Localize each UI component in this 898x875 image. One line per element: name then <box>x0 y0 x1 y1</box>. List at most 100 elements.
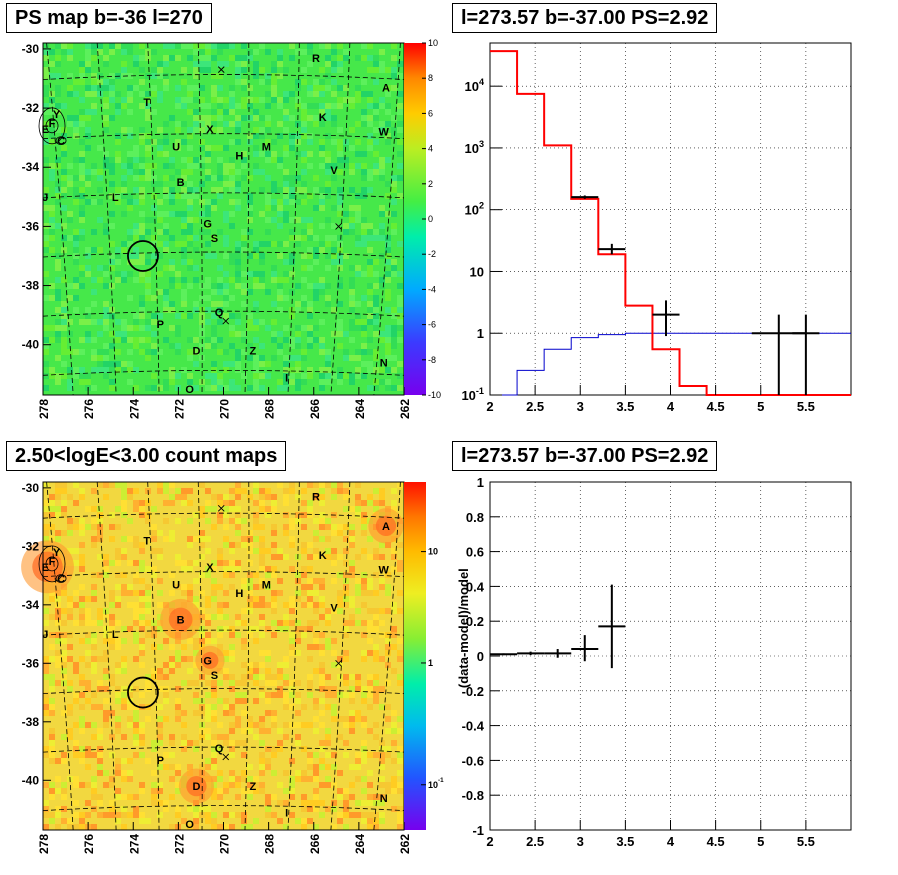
texture-cell <box>223 235 229 241</box>
texture-cell <box>247 530 253 536</box>
texture-cell <box>157 614 163 620</box>
texture-cell <box>49 325 55 331</box>
texture-cell <box>307 91 313 97</box>
texture-cell <box>397 307 403 313</box>
texture-cell <box>241 728 247 734</box>
texture-cell <box>229 295 235 301</box>
texture-cell <box>235 692 241 698</box>
texture-cell <box>157 800 163 806</box>
texture-cell <box>271 181 277 187</box>
texture-cell <box>115 620 121 626</box>
texture-cell <box>217 163 223 169</box>
texture-cell <box>229 91 235 97</box>
texture-cell <box>295 620 301 626</box>
texture-cell <box>373 103 379 109</box>
texture-cell <box>133 614 139 620</box>
texture-cell <box>337 235 343 241</box>
texture-cell <box>103 265 109 271</box>
texture-cell <box>73 620 79 626</box>
texture-cell <box>49 728 55 734</box>
texture-cell <box>199 536 205 542</box>
latitude-line <box>42 192 405 199</box>
texture-cell <box>49 734 55 740</box>
texture-cell <box>319 764 325 770</box>
texture-cell <box>295 367 301 373</box>
texture-cell <box>169 662 175 668</box>
texture-cell <box>169 265 175 271</box>
texture-cell <box>127 163 133 169</box>
texture-cell <box>121 734 127 740</box>
texture-cell <box>295 572 301 578</box>
texture-cell <box>145 115 151 121</box>
texture-cell <box>355 482 361 488</box>
texture-cell <box>337 488 343 494</box>
texture-cell <box>127 770 133 776</box>
x-tick-label: 2.5 <box>526 834 544 849</box>
texture-cell <box>217 518 223 524</box>
texture-cell <box>325 704 331 710</box>
texture-cell <box>235 67 241 73</box>
texture-cell <box>79 728 85 734</box>
texture-cell <box>97 187 103 193</box>
texture-cell <box>343 752 349 758</box>
texture-cell <box>133 169 139 175</box>
texture-cell <box>253 283 259 289</box>
texture-cell <box>319 85 325 91</box>
texture-cell <box>307 554 313 560</box>
texture-cell <box>349 542 355 548</box>
texture-cell <box>73 121 79 127</box>
texture-cell <box>325 169 331 175</box>
texture-cell <box>397 590 403 596</box>
texture-cell <box>337 55 343 61</box>
texture-cell <box>139 235 145 241</box>
texture-cell <box>307 253 313 259</box>
texture-cell <box>277 289 283 295</box>
ps-map-texture <box>43 43 403 391</box>
texture-cell <box>139 313 145 319</box>
texture-cell <box>61 325 67 331</box>
texture-cell <box>79 205 85 211</box>
texture-cell <box>265 584 271 590</box>
x-tick-label: 266 <box>308 399 322 419</box>
texture-cell <box>121 638 127 644</box>
texture-cell <box>343 716 349 722</box>
texture-cell <box>295 325 301 331</box>
texture-cell <box>379 223 385 229</box>
texture-cell <box>115 133 121 139</box>
texture-cell <box>253 626 259 632</box>
texture-cell <box>217 746 223 752</box>
texture-cell <box>235 782 241 788</box>
texture-cell <box>79 157 85 163</box>
texture-cell <box>199 43 205 49</box>
texture-cell <box>43 373 49 379</box>
texture-cell <box>307 163 313 169</box>
texture-cell <box>169 482 175 488</box>
texture-cell <box>145 518 151 524</box>
texture-cell <box>181 680 187 686</box>
texture-cell <box>367 265 373 271</box>
texture-cell <box>313 752 319 758</box>
texture-cell <box>73 367 79 373</box>
texture-cell <box>97 704 103 710</box>
texture-cell <box>91 169 97 175</box>
texture-cell <box>145 289 151 295</box>
texture-cell <box>349 325 355 331</box>
texture-cell <box>391 710 397 716</box>
texture-cell <box>373 271 379 277</box>
texture-cell <box>235 524 241 530</box>
texture-cell <box>259 620 265 626</box>
texture-cell <box>67 55 73 61</box>
texture-cell <box>349 229 355 235</box>
texture-cell <box>367 500 373 506</box>
texture-cell <box>91 656 97 662</box>
texture-cell <box>43 361 49 367</box>
texture-cell <box>205 632 211 638</box>
texture-cell <box>331 103 337 109</box>
texture-cell <box>301 373 307 379</box>
texture-cell <box>163 337 169 343</box>
count-map-axes: 278 276 274 272 270 268 266 264 262-30-32-34-36-… <box>22 481 444 854</box>
texture-cell <box>337 301 343 307</box>
texture-cell <box>193 812 199 818</box>
texture-cell <box>229 746 235 752</box>
texture-cell <box>259 385 265 391</box>
